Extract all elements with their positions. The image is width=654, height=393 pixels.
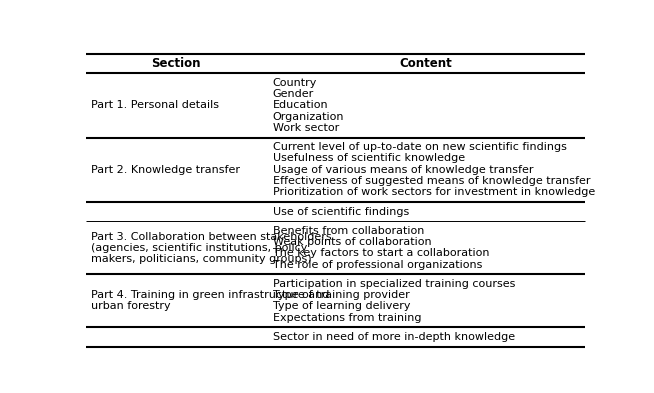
Text: Participation in specialized training courses: Participation in specialized training co… [273,279,515,289]
Text: Current level of up-to-date on new scientific findings: Current level of up-to-date on new scien… [273,142,567,152]
Text: Section: Section [152,57,201,70]
Text: Part 3. Collaboration between stakeholders: Part 3. Collaboration between stakeholde… [91,231,332,242]
Text: Organization: Organization [273,112,345,121]
Text: Usefulness of scientific knowledge: Usefulness of scientific knowledge [273,153,465,163]
Text: Usage of various means of knowledge transfer: Usage of various means of knowledge tran… [273,165,533,174]
Text: Part 1. Personal details: Part 1. Personal details [91,100,219,110]
Text: Country: Country [273,78,317,88]
Text: Education: Education [273,100,328,110]
Text: The role of professional organizations: The role of professional organizations [273,260,482,270]
Text: Prioritization of work sectors for investment in knowledge: Prioritization of work sectors for inves… [273,187,595,197]
Text: Weak points of collaboration: Weak points of collaboration [273,237,432,247]
Text: (agencies, scientific institutions, policy: (agencies, scientific institutions, poli… [91,243,307,253]
Text: Gender: Gender [273,89,314,99]
Text: Part 2. Knowledge transfer: Part 2. Knowledge transfer [91,165,240,174]
Text: Benefits from collaboration: Benefits from collaboration [273,226,424,236]
Text: Work sector: Work sector [273,123,339,133]
Text: urban forestry: urban forestry [91,301,171,311]
Text: Effectiveness of suggested means of knowledge transfer: Effectiveness of suggested means of know… [273,176,591,186]
Text: makers, politicians, community groups): makers, politicians, community groups) [91,254,311,264]
Text: The key factors to start a collaboration: The key factors to start a collaboration [273,248,489,258]
Text: Expectations from training: Expectations from training [273,313,421,323]
Text: Part 4. Training in green infrastructure and: Part 4. Training in green infrastructure… [91,290,329,300]
Text: Use of scientific findings: Use of scientific findings [273,206,409,217]
Text: Content: Content [400,57,452,70]
Text: Sector in need of more in-depth knowledge: Sector in need of more in-depth knowledg… [273,332,515,342]
Text: Type of learning delivery: Type of learning delivery [273,301,410,311]
Text: Type of training provider: Type of training provider [273,290,409,300]
